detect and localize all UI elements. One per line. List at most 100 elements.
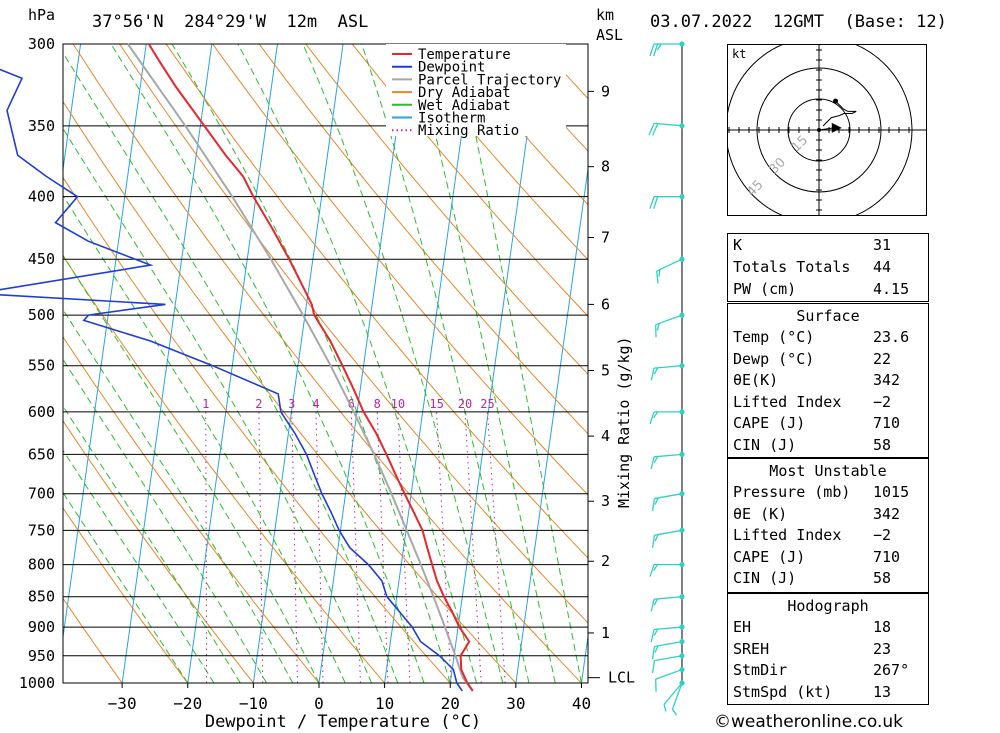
hodograph-trace xyxy=(822,100,857,127)
pressure-tick-label: 800 xyxy=(28,556,55,574)
row-key: Lifted Index xyxy=(733,526,842,544)
isotherm-line xyxy=(63,44,147,641)
datetime-title: 03.07.2022 12GMT (Base: 12) xyxy=(650,12,947,32)
row-key: Lifted Index xyxy=(733,393,842,411)
x-tick-label: −10 xyxy=(239,694,268,713)
site-link[interactable]: weatheronline.co.uk xyxy=(731,712,904,732)
row-value: 710 xyxy=(873,548,901,566)
x-tick-label: 0 xyxy=(314,694,324,713)
dry-adiabat xyxy=(351,44,588,317)
row-key: θE(K) xyxy=(733,371,779,389)
wind-barb xyxy=(649,194,685,209)
pressure-tick-label: 900 xyxy=(28,618,55,636)
km-tick-label: 9 xyxy=(601,82,610,100)
wind-barb xyxy=(650,594,685,612)
km-tick-label: 3 xyxy=(601,492,610,510)
wet-adiabat xyxy=(171,44,451,683)
wind-barb xyxy=(648,122,685,136)
dry-adiabat xyxy=(444,44,588,206)
parcel-trajectory-line xyxy=(126,43,474,692)
hodograph-top-point xyxy=(833,98,839,104)
row-key: CIN (J) xyxy=(733,436,797,454)
index-row-k: K 31 xyxy=(728,236,928,257)
wind-barb xyxy=(655,666,685,692)
skew-t-diagram: 1 2 3 4 6 8 10 15 20 2530035040045050055060065070… xyxy=(0,35,685,732)
mixing-ratio-line xyxy=(436,411,452,684)
x-tick-label: 40 xyxy=(572,694,591,713)
mixing-ratio-label: 2 xyxy=(255,397,262,411)
pressure-tick-label: 550 xyxy=(28,357,55,375)
surface-row: Dewp (°C) 22 xyxy=(728,350,928,371)
wet-adiabat xyxy=(63,491,189,683)
row-value: −2 xyxy=(873,393,892,411)
pressure-tick-label: 750 xyxy=(28,521,55,539)
wet-adiabat xyxy=(412,44,556,683)
dry-adiabat xyxy=(212,44,588,496)
km-tick-label: 7 xyxy=(601,229,610,247)
mixing-ratio-line xyxy=(350,411,361,684)
asl-axis-unit: ASL xyxy=(596,26,624,44)
wind-barb xyxy=(650,363,685,381)
legend-entry: Temperature xyxy=(418,47,511,63)
wet-adiabat xyxy=(361,44,530,683)
row-value: −2 xyxy=(873,526,892,544)
indices-panel: K 31 Totals Totals 44 PW (cm) 4.15 xyxy=(727,233,929,302)
storm-motion-arrow-icon xyxy=(831,122,842,133)
copyright-footer[interactable]: ©weatheronline.co.uk xyxy=(714,712,903,732)
pressure-tick-label: 300 xyxy=(28,35,55,53)
row-key: Temp (°C) xyxy=(733,328,815,346)
x-tick-label: 10 xyxy=(375,694,394,713)
hodo-row: StmSpd (kt) 13 xyxy=(728,683,928,704)
hodograph-params-panel: Hodograph EH 18 SREH 23 StmDir 267° StmSpd … xyxy=(727,593,929,705)
mixing-ratio-label: 20 xyxy=(458,397,472,411)
wet-adiabat xyxy=(456,44,582,683)
row-value: 23.6 xyxy=(873,328,910,346)
km-tick-label: 5 xyxy=(601,362,610,380)
x-tick-label: 30 xyxy=(506,694,525,713)
pressure-tick-label: 450 xyxy=(28,250,55,268)
surface-title: Surface xyxy=(796,307,860,325)
isotherm-line xyxy=(449,44,541,683)
plot-frame xyxy=(62,43,589,684)
km-axis-unit: km xyxy=(596,6,615,24)
row-key: EH xyxy=(733,618,752,636)
pressure-tick-label: 650 xyxy=(28,445,55,463)
row-value: 267° xyxy=(873,661,910,679)
pressure-tick-label: 350 xyxy=(28,117,55,135)
mu-row: CAPE (J) 710 xyxy=(728,548,928,569)
legend-entry: Dewpoint xyxy=(418,60,485,76)
mixing-ratio-line xyxy=(397,411,411,684)
wind-barb xyxy=(649,409,685,425)
wind-barb xyxy=(650,451,685,470)
row-key: StmSpd (kt) xyxy=(733,683,833,701)
mixing-ratio-line xyxy=(464,411,482,684)
pressure-axis-unit: hPa xyxy=(28,6,56,24)
isotherm-line xyxy=(318,44,410,683)
hodo-row: SREH 23 xyxy=(728,640,928,661)
index-row-totals: Totals Totals 44 xyxy=(728,258,928,279)
wind-barb xyxy=(671,680,685,716)
mixing-ratio-label: 6 xyxy=(348,397,355,411)
isotherm-line xyxy=(63,44,82,173)
km-tick-label: 8 xyxy=(601,158,610,176)
mixing-ratio-label: 8 xyxy=(374,397,381,411)
mixing-ratio-label: 3 xyxy=(288,397,295,411)
isotherm-line xyxy=(384,44,475,683)
mixing-ratio-label: 1 xyxy=(202,397,209,411)
index-value: 4.15 xyxy=(873,280,910,298)
legend-entry: Parcel Trajectory xyxy=(418,72,561,88)
dry-adiabat xyxy=(72,44,582,683)
pressure-tick-label: 500 xyxy=(28,306,55,324)
wind-barb xyxy=(649,561,685,577)
dry-adiabat xyxy=(305,44,588,375)
index-row-pw: PW (cm) 4.15 xyxy=(728,280,928,301)
dewpoint-line xyxy=(0,68,463,692)
mu-row: θE (K) 342 xyxy=(728,505,928,526)
wind-barb xyxy=(651,639,685,660)
hodograph-unit: kt xyxy=(732,47,746,61)
row-key: θE (K) xyxy=(733,505,788,523)
isotherm-line xyxy=(0,44,15,683)
legend-entry: Mixing Ratio xyxy=(418,123,519,139)
x-tick-label: 20 xyxy=(441,694,460,713)
row-value: 58 xyxy=(873,436,892,454)
